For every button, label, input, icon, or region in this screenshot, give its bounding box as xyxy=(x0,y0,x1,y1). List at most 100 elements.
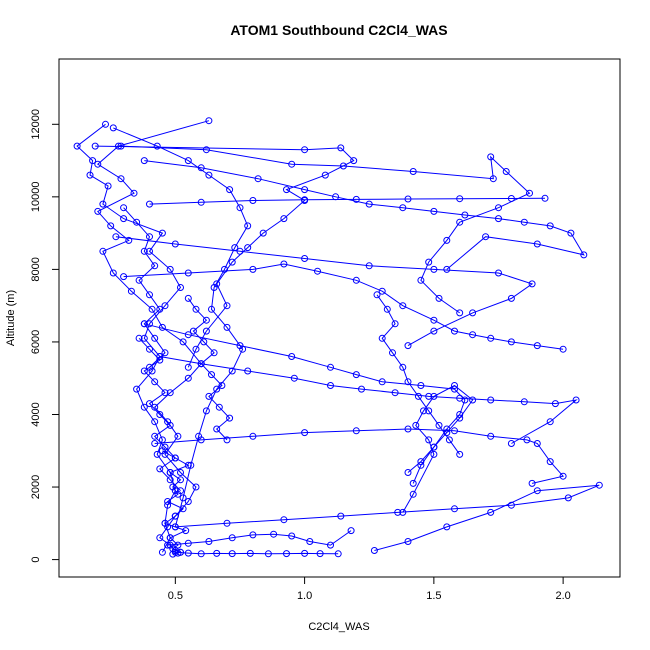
data-point xyxy=(202,146,210,154)
data-point xyxy=(469,396,477,404)
x-axis: 0.5 1.0 1.5 2.0 xyxy=(168,576,571,602)
data-point xyxy=(151,403,159,411)
data-point xyxy=(166,265,174,273)
data-point xyxy=(301,146,309,154)
y-tick-label: 2000 xyxy=(30,475,42,499)
series-line xyxy=(162,450,190,553)
series-5 xyxy=(117,142,533,317)
data-point xyxy=(288,353,296,360)
data-point xyxy=(146,247,153,255)
data-point xyxy=(301,549,309,557)
data-point xyxy=(417,461,425,469)
data-point xyxy=(236,342,244,350)
data-point xyxy=(339,162,347,170)
data-point xyxy=(184,539,192,547)
data-point xyxy=(316,550,324,558)
data-point xyxy=(399,302,407,310)
data-point xyxy=(495,204,502,212)
data-point xyxy=(156,411,164,418)
data-point xyxy=(197,550,205,558)
data-point xyxy=(169,483,177,491)
data-point xyxy=(120,215,128,223)
data-point xyxy=(89,157,97,165)
series-20 xyxy=(120,204,169,371)
data-point xyxy=(177,548,184,556)
data-point xyxy=(507,294,515,302)
data-point xyxy=(495,215,502,223)
data-point xyxy=(125,236,133,244)
data-point xyxy=(352,371,360,379)
data-point xyxy=(197,436,205,444)
data-point xyxy=(208,305,215,313)
data-point xyxy=(559,345,567,353)
data-point xyxy=(223,436,231,444)
data-point xyxy=(409,479,417,487)
series-line xyxy=(138,337,181,492)
data-point xyxy=(469,331,477,339)
data-point xyxy=(451,382,458,389)
data-point xyxy=(189,327,197,335)
data-point xyxy=(158,548,166,556)
data-point xyxy=(546,418,554,426)
series-12 xyxy=(151,425,567,487)
data-point xyxy=(177,487,184,495)
data-point xyxy=(205,392,213,400)
data-point xyxy=(430,316,438,324)
data-point xyxy=(164,498,172,505)
data-point xyxy=(140,334,148,342)
data-point xyxy=(456,414,464,422)
data-point xyxy=(166,476,174,484)
data-point xyxy=(146,233,153,241)
data-point xyxy=(580,251,588,259)
data-point xyxy=(182,527,190,535)
data-point xyxy=(528,280,536,288)
data-point xyxy=(202,327,210,335)
data-point xyxy=(164,541,172,549)
y-tick-label: 0 xyxy=(30,557,42,563)
data-point xyxy=(528,479,536,487)
data-point xyxy=(197,198,205,206)
data-point xyxy=(533,240,541,248)
data-point xyxy=(456,394,464,402)
data-point xyxy=(184,294,192,302)
data-point xyxy=(334,550,342,558)
data-point xyxy=(177,469,184,476)
data-point xyxy=(409,490,417,498)
data-point xyxy=(425,407,433,415)
data-point xyxy=(140,403,148,411)
data-point xyxy=(184,461,192,469)
series-line xyxy=(159,356,578,444)
data-point xyxy=(205,171,213,179)
data-point xyxy=(394,508,402,516)
series-2 xyxy=(73,120,184,556)
data-point xyxy=(133,385,141,393)
data-point xyxy=(151,334,159,342)
data-point xyxy=(378,378,386,386)
series-7 xyxy=(146,194,549,208)
data-point xyxy=(507,195,515,202)
data-point xyxy=(487,432,495,440)
data-point xyxy=(280,215,288,223)
data-point xyxy=(283,550,290,558)
data-point xyxy=(404,342,412,350)
data-point xyxy=(270,530,278,538)
x-tick-label: 0.5 xyxy=(168,590,183,602)
data-point xyxy=(347,527,355,535)
data-point xyxy=(177,476,184,484)
data-point xyxy=(420,407,427,415)
data-point xyxy=(489,175,497,183)
data-point xyxy=(249,197,257,204)
data-point xyxy=(226,414,234,422)
data-point xyxy=(451,327,458,335)
data-point xyxy=(135,276,143,284)
data-point xyxy=(208,371,215,379)
data-point xyxy=(171,240,179,248)
data-point xyxy=(301,429,309,437)
data-point xyxy=(533,487,541,495)
data-point xyxy=(430,327,438,335)
data-point xyxy=(327,363,334,371)
data-point xyxy=(197,360,205,368)
data-point xyxy=(249,531,257,539)
data-point xyxy=(443,236,451,244)
data-point xyxy=(179,505,187,513)
